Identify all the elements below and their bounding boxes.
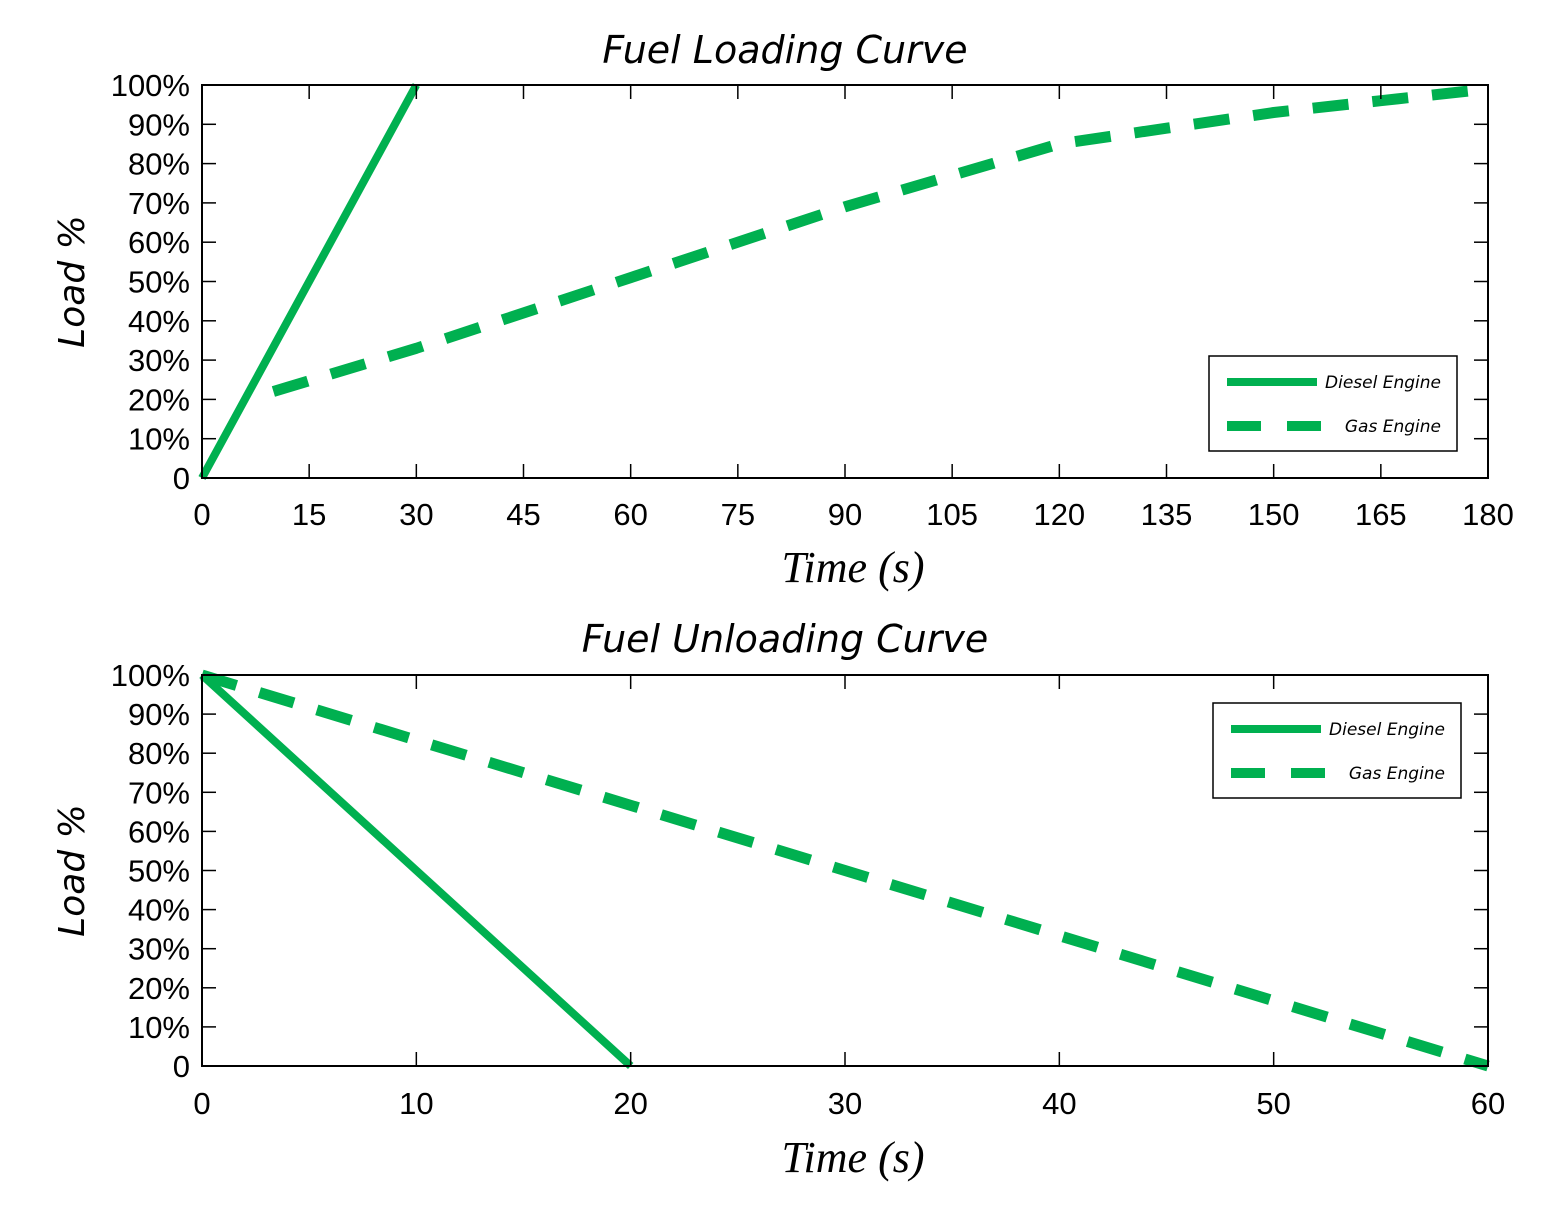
- y-tick-label: 100%: [111, 658, 190, 693]
- legend-label: Diesel Engine: [1329, 720, 1445, 740]
- y-tick-label: 90%: [128, 107, 190, 142]
- y-axis-label: Load %: [52, 804, 93, 937]
- y-tick-label: 50%: [128, 265, 190, 300]
- series-line-diesel-engine: [199, 672, 634, 1069]
- x-tick-label: 135: [1141, 497, 1193, 532]
- y-tick-label: 10%: [128, 1010, 190, 1045]
- x-tick-label: 45: [506, 497, 540, 532]
- legend-box: [1212, 702, 1462, 799]
- x-tick-label: 165: [1355, 497, 1407, 532]
- y-tick-label: 40%: [128, 304, 190, 339]
- legend: Diesel Engine Gas Engine: [1212, 702, 1462, 799]
- x-tick-label: 40: [1042, 1086, 1076, 1121]
- y-tick-label: 60%: [128, 225, 190, 260]
- series-line-gas-engine: [271, 83, 1489, 397]
- legend-label: Diesel Engine: [1325, 373, 1441, 393]
- x-tick-label: 20: [613, 1086, 647, 1121]
- x-tick-label: 0: [193, 1086, 210, 1121]
- legend-box: [1208, 355, 1458, 452]
- legend-label: Gas Engine: [1345, 417, 1441, 437]
- y-tick-label: 30%: [128, 932, 190, 967]
- x-tick-label: 90: [828, 497, 862, 532]
- x-tick-label: 0: [193, 497, 210, 532]
- x-tick-label: 30: [828, 1086, 862, 1121]
- unloading-chart: Fuel Unloading Curve 0 10 20 30 40 50 60 0 10% 20%…: [52, 617, 1505, 1182]
- x-axis-label: Time (s): [782, 543, 925, 592]
- x-tick-label: 15: [292, 497, 326, 532]
- series-line-diesel-engine: [198, 83, 420, 480]
- chart-title: Fuel Unloading Curve: [582, 617, 988, 661]
- x-tick-label: 180: [1462, 497, 1514, 532]
- y-tick-label: 20%: [128, 382, 190, 417]
- x-tick-label: 105: [926, 497, 978, 532]
- y-tick-label: 80%: [128, 147, 190, 182]
- x-tick-label: 10: [399, 1086, 433, 1121]
- y-tick-label: 0: [173, 1049, 190, 1084]
- x-tick-label: 30: [399, 497, 433, 532]
- legend-label: Gas Engine: [1349, 764, 1445, 784]
- y-tick-label: 40%: [128, 893, 190, 928]
- y-tick-label: 20%: [128, 971, 190, 1006]
- x-tick-label: 120: [1033, 497, 1085, 532]
- loading-chart: Fuel Loading Curve 0 15 30 45 60 75 90 105 120 135…: [52, 28, 1514, 592]
- x-tick-label: 50: [1256, 1086, 1290, 1121]
- y-tick-label: 70%: [128, 775, 190, 810]
- legend: Diesel Engine Gas Engine: [1208, 355, 1458, 452]
- x-tick-label: 75: [721, 497, 755, 532]
- y-tick-label: 80%: [128, 736, 190, 771]
- y-tick-label: 30%: [128, 343, 190, 378]
- y-tick-label: 70%: [128, 186, 190, 221]
- y-axis-label: Load %: [52, 215, 93, 348]
- chart-title: Fuel Loading Curve: [602, 28, 967, 72]
- y-tick-label: 10%: [128, 422, 190, 457]
- y-tick-label: 60%: [128, 814, 190, 849]
- x-tick-label: 60: [613, 497, 647, 532]
- y-tick-label: 0: [173, 461, 190, 496]
- x-tick-label: 150: [1248, 497, 1300, 532]
- y-tick-label: 100%: [111, 68, 190, 103]
- y-tick-label: 50%: [128, 854, 190, 889]
- y-tick-label: 90%: [128, 697, 190, 732]
- series-line-gas-engine: [200, 669, 1490, 1072]
- x-tick-label: 60: [1471, 1086, 1505, 1121]
- x-axis-label: Time (s): [782, 1133, 925, 1182]
